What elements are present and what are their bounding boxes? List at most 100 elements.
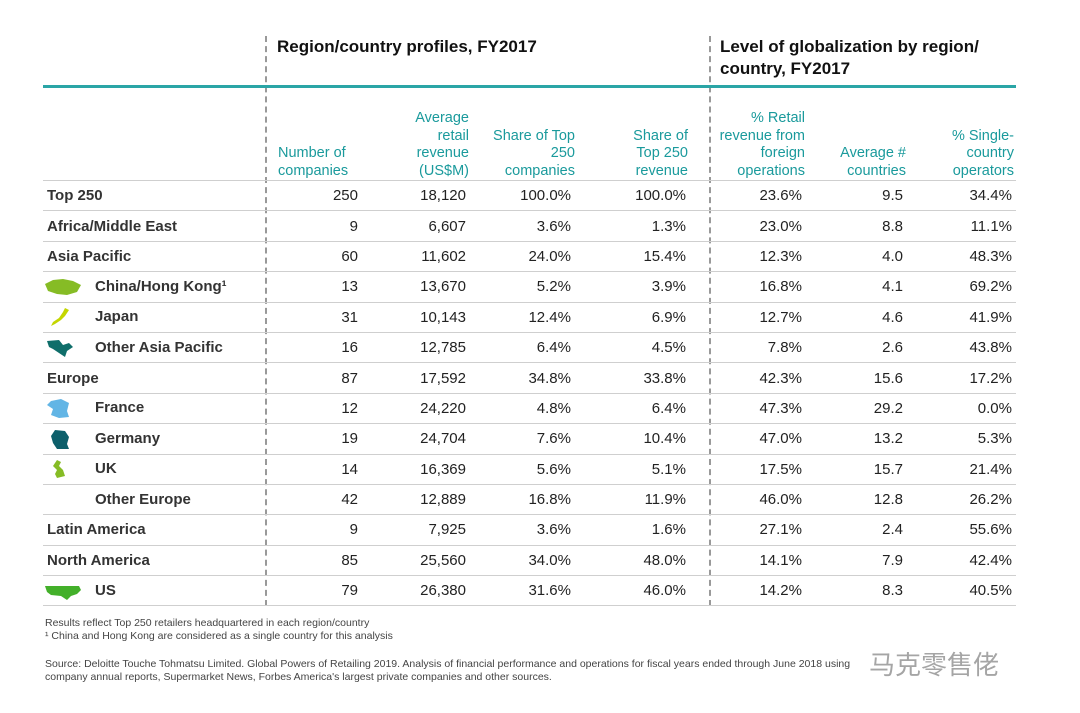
value-cell: 21.4%: [907, 453, 1016, 485]
value-cell: 0.0%: [907, 392, 1016, 424]
source-line: Source: Deloitte Touche Tohmatsu Limited…: [45, 658, 851, 670]
value-cell: 6,607: [362, 210, 470, 242]
value-cell: 23.6%: [690, 179, 806, 211]
row-label-cell: Germany: [43, 423, 265, 455]
value-cell: 6.9%: [575, 301, 690, 333]
row-label: France: [95, 399, 145, 417]
value-cell: 31: [265, 301, 362, 333]
value-cell: 7.6%: [470, 423, 575, 455]
row-label-cell: Europe: [43, 362, 265, 394]
col-header: Average # countries: [840, 145, 906, 179]
row-label: Germany: [95, 429, 161, 447]
row-label-cell: Asia Pacific: [43, 240, 265, 272]
value-cell: 3.6%: [470, 514, 575, 546]
value-cell: 16: [265, 331, 362, 363]
row-label: Japan: [95, 308, 139, 326]
value-cell: 42: [265, 483, 362, 515]
footnotes: Results reflect Top 250 retailers headqu…: [45, 617, 393, 643]
header-rule: [43, 85, 1016, 88]
value-cell: 43.8%: [907, 331, 1016, 363]
value-cell: 2.4: [806, 514, 907, 546]
us-map-icon: [43, 580, 83, 602]
value-cell: 23.0%: [690, 210, 806, 242]
row-label: Asia Pacific: [47, 247, 132, 265]
value-cell: 15.4%: [575, 240, 690, 272]
table-row: Other Asia Pacific 16 12,785 6.4% 4.5% 7.8% 2.…: [43, 331, 1016, 363]
row-label-cell: France: [43, 392, 265, 424]
table-row: US 79 26,380 31.6% 46.0% 14.2% 8.3 40.5%: [43, 575, 1016, 607]
value-cell: 11.9%: [575, 483, 690, 515]
col-header: Share of Top 250 companies: [493, 127, 575, 179]
value-cell: 79: [265, 575, 362, 607]
value-cell: 12.4%: [470, 301, 575, 333]
value-cell: 19: [265, 423, 362, 455]
watermark: 马克零售佬: [865, 645, 1004, 682]
value-cell: 26,380: [362, 575, 470, 607]
value-cell: 34.8%: [470, 362, 575, 394]
table-row: Asia Pacific 60 11,602 24.0% 15.4% 12.3% 4.0 48…: [43, 240, 1016, 272]
value-cell: 29.2: [806, 392, 907, 424]
value-cell: 42.3%: [690, 362, 806, 394]
footnote: ¹ China and Hong Kong are considered as …: [45, 630, 393, 642]
value-cell: 4.1: [806, 271, 907, 303]
value-cell: 40.5%: [907, 575, 1016, 607]
value-cell: 60: [265, 240, 362, 272]
value-cell: 69.2%: [907, 271, 1016, 303]
row-label: Europe: [47, 369, 99, 387]
row-label: Other Asia Pacific: [95, 338, 223, 356]
value-cell: 5.1%: [575, 453, 690, 485]
row-label: Latin America: [47, 521, 146, 539]
value-cell: 16,369: [362, 453, 470, 485]
value-cell: 11.1%: [907, 210, 1016, 242]
value-cell: 14: [265, 453, 362, 485]
value-cell: 48.3%: [907, 240, 1016, 272]
value-cell: 24.0%: [470, 240, 575, 272]
blank-icon: [43, 489, 83, 511]
value-cell: 34.4%: [907, 179, 1016, 211]
value-cell: 11,602: [362, 240, 470, 272]
value-cell: 18,120: [362, 179, 470, 211]
table-row: France 12 24,220 4.8% 6.4% 47.3% 29.2 0.0%: [43, 392, 1016, 424]
value-cell: 10,143: [362, 301, 470, 333]
value-cell: 47.3%: [690, 392, 806, 424]
value-cell: 41.9%: [907, 301, 1016, 333]
row-label: Other Europe: [95, 490, 191, 508]
col-header: % Retail revenue from foreign operations: [719, 110, 805, 179]
value-cell: 7.8%: [690, 331, 806, 363]
table-row: North America 85 25,560 34.0% 48.0% 14.1% 7.9 4…: [43, 544, 1016, 576]
section-title-globalization: Level of globalization by region/ countr…: [720, 36, 979, 80]
value-cell: 16.8%: [690, 271, 806, 303]
value-cell: 25,560: [362, 544, 470, 576]
table-row: Latin America 9 7,925 3.6% 1.6% 27.1% 2.4 55.6%: [43, 514, 1016, 546]
value-cell: 34.0%: [470, 544, 575, 576]
row-label-cell: US: [43, 575, 265, 607]
row-label: North America: [47, 551, 150, 569]
value-cell: 9: [265, 210, 362, 242]
value-cell: 6.4%: [575, 392, 690, 424]
value-cell: 85: [265, 544, 362, 576]
row-label-cell: Africa/Middle East: [43, 210, 265, 242]
value-cell: 14.1%: [690, 544, 806, 576]
value-cell: 7.9: [806, 544, 907, 576]
value-cell: 4.8%: [470, 392, 575, 424]
table-row: Europe 87 17,592 34.8% 33.8% 42.3% 15.6 17.2%: [43, 362, 1016, 394]
footnote: Results reflect Top 250 retailers headqu…: [45, 617, 370, 629]
value-cell: 55.6%: [907, 514, 1016, 546]
table-row: Japan 31 10,143 12.4% 6.9% 12.7% 4.6 41.9%: [43, 301, 1016, 333]
china-map-icon: [43, 276, 83, 298]
value-cell: 100.0%: [470, 179, 575, 211]
value-cell: 7,925: [362, 514, 470, 546]
value-cell: 4.6: [806, 301, 907, 333]
row-label-cell: Other Asia Pacific: [43, 331, 265, 363]
table-row: China/Hong Kong¹ 13 13,670 5.2% 3.9% 16.8% 4.1…: [43, 271, 1016, 303]
value-cell: 3.6%: [470, 210, 575, 242]
value-cell: 100.0%: [575, 179, 690, 211]
value-cell: 12,785: [362, 331, 470, 363]
germany-map-icon: [43, 428, 83, 450]
row-label: Africa/Middle East: [47, 217, 178, 235]
value-cell: 48.0%: [575, 544, 690, 576]
value-cell: 3.9%: [575, 271, 690, 303]
value-cell: 8.8: [806, 210, 907, 242]
source-note: Source: Deloitte Touche Tohmatsu Limited…: [45, 658, 850, 684]
row-label-cell: China/Hong Kong¹: [43, 271, 265, 303]
